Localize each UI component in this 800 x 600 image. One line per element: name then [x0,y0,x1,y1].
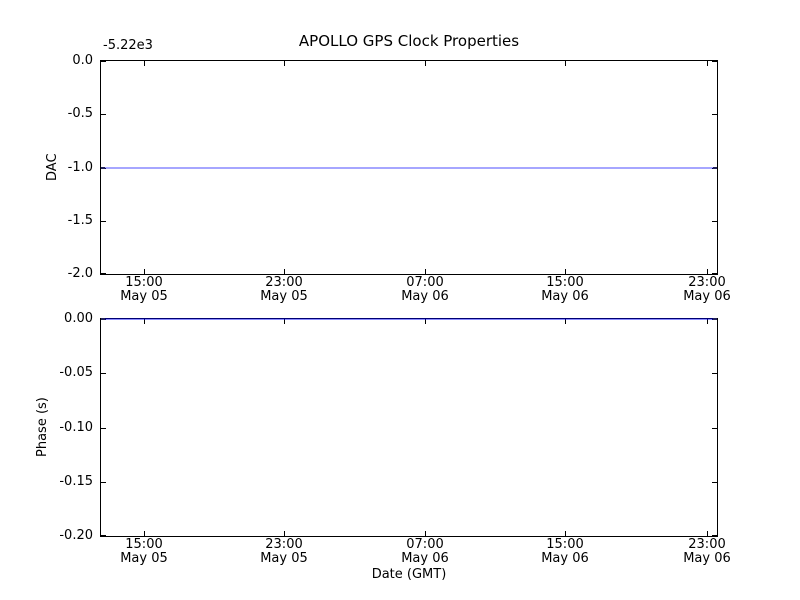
y-tick-mark [712,482,717,483]
x-tick-label: 23:00 May 06 [667,276,747,304]
x-tick-time: 23:00 [688,275,726,290]
series-endpoint-right [713,167,717,169]
x-tick-mark [425,61,426,66]
x-tick-label: 07:00 May 06 [385,276,465,304]
x-tick-date: May 05 [260,551,308,566]
y-tick-mark [101,373,106,374]
x-tick-label: 15:00 May 06 [525,276,605,304]
x-tick-label: 07:00 May 06 [385,538,465,566]
y-tick-label: -0.15 [59,473,93,489]
x-tick-date: May 05 [120,551,168,566]
y-tick-mark [101,482,106,483]
x-tick-label: 15:00 May 05 [104,276,184,304]
y-tick-label: -0.05 [59,365,93,381]
series-endpoint-right [713,318,717,320]
x-tick-date: May 06 [401,289,449,304]
y-tick-label: -0.20 [59,528,93,543]
x-tick-time: 07:00 [406,537,444,552]
x-tick-time: 23:00 [688,537,726,552]
x-tick-mark [284,269,285,274]
chart-title: APOLLO GPS Clock Properties [298,32,520,50]
x-tick-mark [144,269,145,274]
x-tick-mark [565,319,566,324]
y-tick-label: -0.10 [59,419,93,435]
x-tick-date: May 06 [683,551,731,566]
x-tick-mark [144,61,145,66]
x-tick-date: May 06 [683,289,731,304]
x-tick-mark [565,269,566,274]
y-tick-mark [101,114,106,115]
y-tick-label: 0.00 [64,311,93,326]
x-tick-date: May 06 [541,289,589,304]
y-tick-mark [712,428,717,429]
x-axis-label: Date (GMT) [371,567,447,582]
x-tick-mark [707,319,708,324]
y-tick-label: 0.0 [72,53,93,68]
y-tick-mark [712,221,717,222]
y-tick-mark [101,535,106,536]
series-line-phase [101,318,717,320]
x-tick-time: 15:00 [546,275,584,290]
x-tick-time: 23:00 [265,275,303,290]
x-tick-time: 07:00 [406,275,444,290]
y-tick-label: -1.5 [67,212,93,228]
series-line-dac [101,167,717,169]
x-tick-time: 23:00 [265,537,303,552]
y-tick-label: -1.0 [67,159,93,175]
x-tick-date: May 06 [401,551,449,566]
y-tick-mark [712,61,717,62]
x-tick-mark [144,319,145,324]
y-tick-mark [101,221,106,222]
x-tick-label: 15:00 May 05 [104,538,184,566]
y-tick-mark [712,535,717,536]
y-tick-label: -2.0 [67,266,93,281]
y-tick-mark [712,114,717,115]
x-tick-mark [707,61,708,66]
x-tick-mark [284,61,285,66]
y-axis-offset-text: -5.22e3 [103,38,153,53]
y-tick-mark [712,273,717,274]
x-tick-label: 15:00 May 06 [525,538,605,566]
x-tick-date: May 05 [120,289,168,304]
dac-plot-area: 0.0 -0.5 -1.0 -1.5 -2.0 15:00 May 05 23:00 May 0… [68,53,731,304]
series-endpoint-left [101,318,105,320]
x-tick-label: 23:00 May 05 [244,276,324,304]
x-tick-mark [284,531,285,536]
x-tick-date: May 05 [260,289,308,304]
x-tick-date: May 06 [541,551,589,566]
x-tick-mark [284,319,285,324]
x-tick-mark [565,61,566,66]
x-tick-mark [144,531,145,536]
x-tick-mark [425,531,426,536]
y-tick-mark [712,373,717,374]
series-endpoint-left [101,167,105,169]
x-tick-time: 15:00 [125,537,163,552]
y-tick-mark [101,428,106,429]
x-tick-mark [707,269,708,274]
x-tick-mark [565,531,566,536]
x-tick-label: 23:00 May 06 [667,538,747,566]
x-tick-mark [425,269,426,274]
x-tick-time: 15:00 [546,537,584,552]
y-tick-mark [101,61,106,62]
x-tick-mark [425,319,426,324]
y-tick-mark [101,273,106,274]
x-tick-label: 23:00 May 05 [244,538,324,566]
x-tick-mark [707,531,708,536]
y-tick-label: -0.5 [67,106,93,122]
phase-plot-area: 0.00 -0.05 -0.10 -0.15 -0.20 15:00 May 05 23:00… [59,311,730,566]
x-tick-time: 15:00 [125,275,163,290]
